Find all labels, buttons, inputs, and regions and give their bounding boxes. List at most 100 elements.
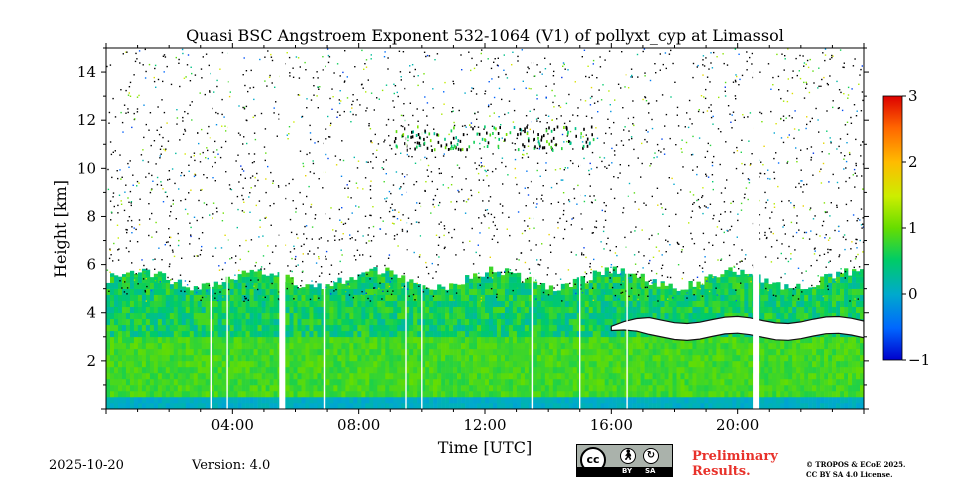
- heatmap-cell: [449, 384, 454, 392]
- heatmap-cell: [106, 348, 111, 356]
- noise-speckle: [545, 152, 548, 154]
- noise-speckle: [859, 272, 861, 275]
- heatmap-cell: [449, 402, 454, 409]
- heatmap-cell: [293, 294, 298, 301]
- heatmap-cell: [161, 318, 167, 326]
- heatmap-cell: [736, 372, 741, 380]
- heatmap-cell: [333, 372, 338, 380]
- heatmap-cell: [157, 378, 163, 386]
- heatmap-cell: [496, 366, 502, 374]
- heatmap-cell: [337, 384, 342, 392]
- heatmap-cell: [165, 348, 171, 356]
- noise-speckle: [773, 177, 776, 180]
- noise-speckle: [514, 143, 516, 145]
- heatmap-cell: [568, 306, 574, 314]
- heatmap-cell: [556, 354, 562, 362]
- heatmap-cell: [516, 294, 522, 301]
- heatmap-cell: [393, 384, 398, 392]
- heatmap-cell: [409, 282, 414, 289]
- heatmap-cell: [457, 366, 462, 374]
- heatmap-cell: [309, 336, 314, 344]
- heatmap-cell: [820, 342, 825, 350]
- heatmap-cell: [373, 342, 378, 350]
- heatmap-cell: [616, 312, 621, 320]
- heatmap-cell: [241, 276, 246, 283]
- heatmap-cell: [520, 306, 526, 314]
- heatmap-cell: [269, 378, 274, 386]
- heatmap-cell: [500, 330, 506, 338]
- heatmap-cell: [740, 372, 745, 380]
- heatmap-cell: [237, 384, 242, 392]
- heatmap-cell: [197, 312, 203, 320]
- heatmap-cell: [616, 288, 621, 295]
- heatmap-cell: [165, 294, 171, 301]
- noise-speckle: [216, 149, 218, 151]
- heatmap-cell: [121, 306, 127, 314]
- heatmap-cell: [473, 336, 478, 344]
- heatmap-cell: [684, 312, 689, 320]
- heatmap-cell: [106, 390, 111, 398]
- heatmap-cell: [776, 390, 781, 398]
- heatmap-cell: [305, 366, 310, 374]
- heatmap-cell: [109, 402, 115, 409]
- noise-speckle: [847, 94, 850, 96]
- heatmap-cell: [293, 342, 298, 350]
- heatmap-cell: [640, 282, 645, 289]
- heatmap-cell: [417, 300, 422, 308]
- heatmap-cell: [341, 288, 346, 295]
- heatmap-cell: [816, 402, 821, 409]
- heatmap-cell: [524, 402, 530, 409]
- noise-speckle: [525, 87, 527, 89]
- heatmap-cell: [425, 318, 430, 326]
- heatmap-cell: [800, 396, 805, 404]
- heatmap-cell: [106, 366, 111, 374]
- heatmap-cell: [433, 318, 438, 326]
- heatmap-cell: [385, 402, 390, 409]
- heatmap-cell: [157, 366, 163, 374]
- noise-speckle: [579, 99, 582, 101]
- heatmap-cell: [576, 277, 582, 283]
- heatmap-cell: [397, 348, 402, 356]
- heatmap-cell: [616, 348, 621, 356]
- heatmap-cell: [385, 330, 390, 338]
- heatmap-cell: [185, 318, 191, 326]
- noise-speckle: [706, 110, 709, 112]
- heatmap-cell: [197, 342, 203, 350]
- heatmap-cell: [117, 384, 123, 392]
- noise-speckle: [272, 182, 274, 184]
- heatmap-cell: [481, 312, 486, 320]
- heatmap-cell: [257, 360, 262, 368]
- heatmap-cell: [504, 270, 510, 277]
- heatmap-cell: [449, 324, 454, 332]
- heatmap-cell: [201, 372, 207, 380]
- heatmap-cell: [121, 274, 127, 277]
- heatmap-cell: [161, 378, 167, 386]
- heatmap-cell: [840, 390, 845, 398]
- heatmap-cell: [225, 276, 230, 283]
- heatmap-cell: [157, 372, 163, 380]
- heatmap-cell: [109, 324, 115, 332]
- heatmap-cell: [145, 300, 151, 308]
- heatmap-cell: [544, 402, 550, 409]
- heatmap-cell: [449, 396, 454, 404]
- heatmap-cell: [508, 294, 514, 301]
- heatmap-cell: [712, 294, 717, 301]
- heatmap-cell: [704, 282, 709, 289]
- heatmap-cell: [293, 348, 298, 356]
- noise-speckle: [572, 162, 574, 165]
- heatmap-cell: [856, 402, 861, 409]
- heatmap-cell: [836, 288, 841, 295]
- heatmap-cell: [117, 360, 123, 368]
- noise-speckle: [563, 122, 566, 125]
- heatmap-cell: [760, 402, 765, 409]
- noise-speckle: [798, 70, 800, 72]
- heatmap-cell: [481, 288, 486, 295]
- noise-speckle: [627, 117, 629, 120]
- heatmap-cell: [249, 276, 254, 283]
- heatmap-cell: [173, 390, 179, 398]
- heatmap-cell: [381, 282, 386, 289]
- heatmap-cell: [748, 276, 753, 283]
- heatmap-cell: [165, 354, 171, 362]
- heatmap-cell: [469, 372, 474, 380]
- heatmap-cell: [405, 300, 410, 308]
